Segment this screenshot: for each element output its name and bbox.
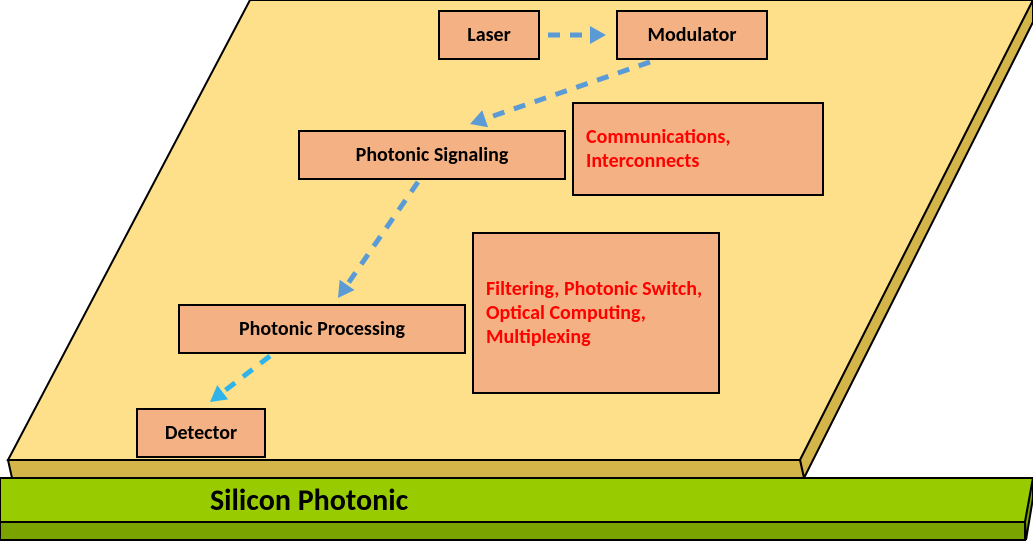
- node-modulator: Modulator: [616, 10, 768, 60]
- node-comms: Communications, Interconnects: [572, 102, 824, 196]
- node-comms-label: Communications, Interconnects: [586, 125, 814, 173]
- diagram-canvas: Laser Modulator Photonic Signaling Commu…: [0, 0, 1033, 543]
- node-filtering-label: Filtering, Photonic Switch, Optical Comp…: [486, 277, 710, 349]
- base-top-face: [0, 478, 1033, 522]
- base-front-face: [0, 522, 1025, 540]
- base-slab-label: Silicon Photonic: [210, 482, 408, 519]
- node-processing: Photonic Processing: [178, 304, 466, 354]
- node-laser-label: Laser: [467, 23, 511, 47]
- node-signaling-label: Photonic Signaling: [356, 143, 509, 167]
- node-detector: Detector: [136, 408, 266, 458]
- node-laser: Laser: [438, 10, 540, 60]
- node-filtering: Filtering, Photonic Switch, Optical Comp…: [472, 232, 720, 394]
- node-signaling: Photonic Signaling: [298, 130, 566, 180]
- platform-front-side: [8, 460, 804, 478]
- node-detector-label: Detector: [165, 421, 237, 445]
- node-processing-label: Photonic Processing: [239, 317, 405, 341]
- node-modulator-label: Modulator: [648, 23, 737, 47]
